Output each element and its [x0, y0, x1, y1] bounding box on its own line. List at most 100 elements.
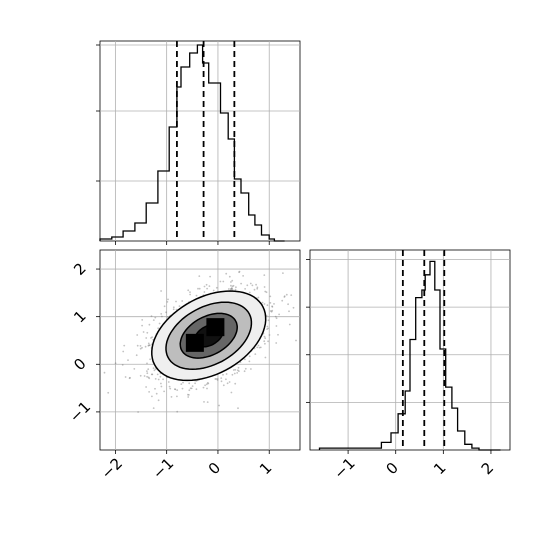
x-tick-label: −2	[98, 454, 126, 482]
scatter-point	[176, 389, 179, 391]
scatter-point	[149, 358, 152, 361]
histogram-y-quantile-lines	[401, 250, 446, 450]
scatter-point	[237, 407, 239, 410]
x-tick-label: 0	[205, 459, 224, 478]
scatter-point	[225, 378, 227, 381]
scatter-point	[248, 355, 251, 358]
scatter-point	[234, 368, 237, 371]
contour-line	[165, 301, 253, 371]
scatter-point	[220, 380, 223, 383]
scatter-point	[139, 347, 142, 350]
scatter-point	[187, 289, 190, 292]
scatter-point	[204, 384, 207, 387]
scatter-point	[248, 360, 251, 363]
scatter-point	[148, 323, 151, 326]
density-peak	[206, 318, 225, 337]
scatter-point	[188, 389, 191, 392]
scatter-point	[163, 305, 166, 308]
scatter-point	[156, 373, 159, 376]
scatter-point	[274, 315, 277, 318]
scatter-point	[248, 291, 251, 294]
scatter-point	[219, 280, 222, 283]
scatter-point	[136, 334, 139, 336]
scatter-point	[139, 374, 142, 377]
scatter-point	[141, 324, 144, 327]
scatter-point	[160, 382, 162, 385]
histogram-y-frame	[309, 249, 511, 451]
scatter-point	[288, 323, 291, 326]
scatter-point	[271, 305, 273, 308]
scatter-point	[141, 319, 144, 321]
scatter-point	[263, 286, 266, 288]
histogram-x-panel	[96, 40, 301, 245]
scatter-point	[195, 388, 198, 391]
joint-contour-lines	[151, 290, 267, 382]
scatter-point	[256, 287, 259, 290]
scatter-point	[191, 385, 194, 387]
scatter-point	[161, 315, 163, 318]
scatter-point	[292, 306, 295, 309]
scatter-point	[147, 376, 150, 379]
scatter-point	[163, 390, 166, 393]
scatter-point	[181, 387, 184, 390]
scatter-point	[288, 310, 290, 313]
joint-x-tick-labels: −2 −1 0 1	[98, 454, 276, 482]
scatter-point	[142, 331, 145, 333]
scatter-point	[152, 407, 155, 409]
scatter-point	[152, 367, 155, 369]
scatter-point	[264, 356, 267, 359]
scatter-point	[267, 327, 270, 330]
scatter-point	[237, 366, 240, 369]
scatter-point	[269, 295, 272, 298]
scatter-point	[244, 367, 247, 370]
scatter-point	[238, 370, 240, 372]
scatter-point	[151, 373, 154, 376]
scatter-point	[236, 372, 239, 374]
scatter-point	[157, 327, 160, 330]
scatter-point	[283, 296, 286, 298]
scatter-point	[176, 410, 179, 413]
scatter-point	[287, 303, 289, 306]
scatter-point	[205, 383, 208, 386]
scatter-point	[232, 369, 235, 371]
contour-line	[151, 290, 267, 382]
scatter-point	[187, 393, 189, 396]
scatter-point	[257, 296, 260, 299]
scatter-point	[139, 345, 142, 347]
histogram-y-grid	[310, 250, 510, 450]
joint-ticks	[96, 268, 270, 454]
scatter-point	[166, 301, 169, 303]
scatter-point	[148, 344, 151, 347]
scatter-point	[235, 286, 237, 289]
scatter-point	[220, 377, 223, 379]
scatter-point	[238, 270, 241, 273]
scatter-point	[141, 346, 143, 349]
scatter-point	[285, 293, 288, 296]
scatter-point	[283, 295, 286, 297]
scatter-point	[197, 287, 199, 290]
scatter-point	[160, 290, 163, 292]
scatter-point	[266, 304, 269, 307]
scatter-point	[256, 286, 259, 289]
x-tick-label: −1	[330, 454, 358, 482]
scatter-point	[231, 285, 234, 288]
scatter-point	[137, 411, 140, 413]
histogram-x-ticks	[96, 44, 270, 245]
scatter-point	[249, 282, 252, 285]
x-tick-label: 0	[382, 459, 401, 478]
scatter-point	[268, 334, 271, 336]
scatter-point	[230, 281, 232, 283]
scatter-point	[206, 401, 209, 403]
scatter-point	[165, 311, 168, 314]
scatter-point	[122, 350, 125, 353]
scatter-point	[229, 288, 232, 290]
scatter-point	[121, 364, 124, 366]
scatter-point	[242, 275, 245, 277]
scatter-point	[203, 291, 206, 293]
scatter-point	[133, 368, 136, 370]
scatter-point	[267, 319, 270, 322]
scatter-point	[265, 291, 268, 294]
scatter-point	[145, 337, 148, 339]
